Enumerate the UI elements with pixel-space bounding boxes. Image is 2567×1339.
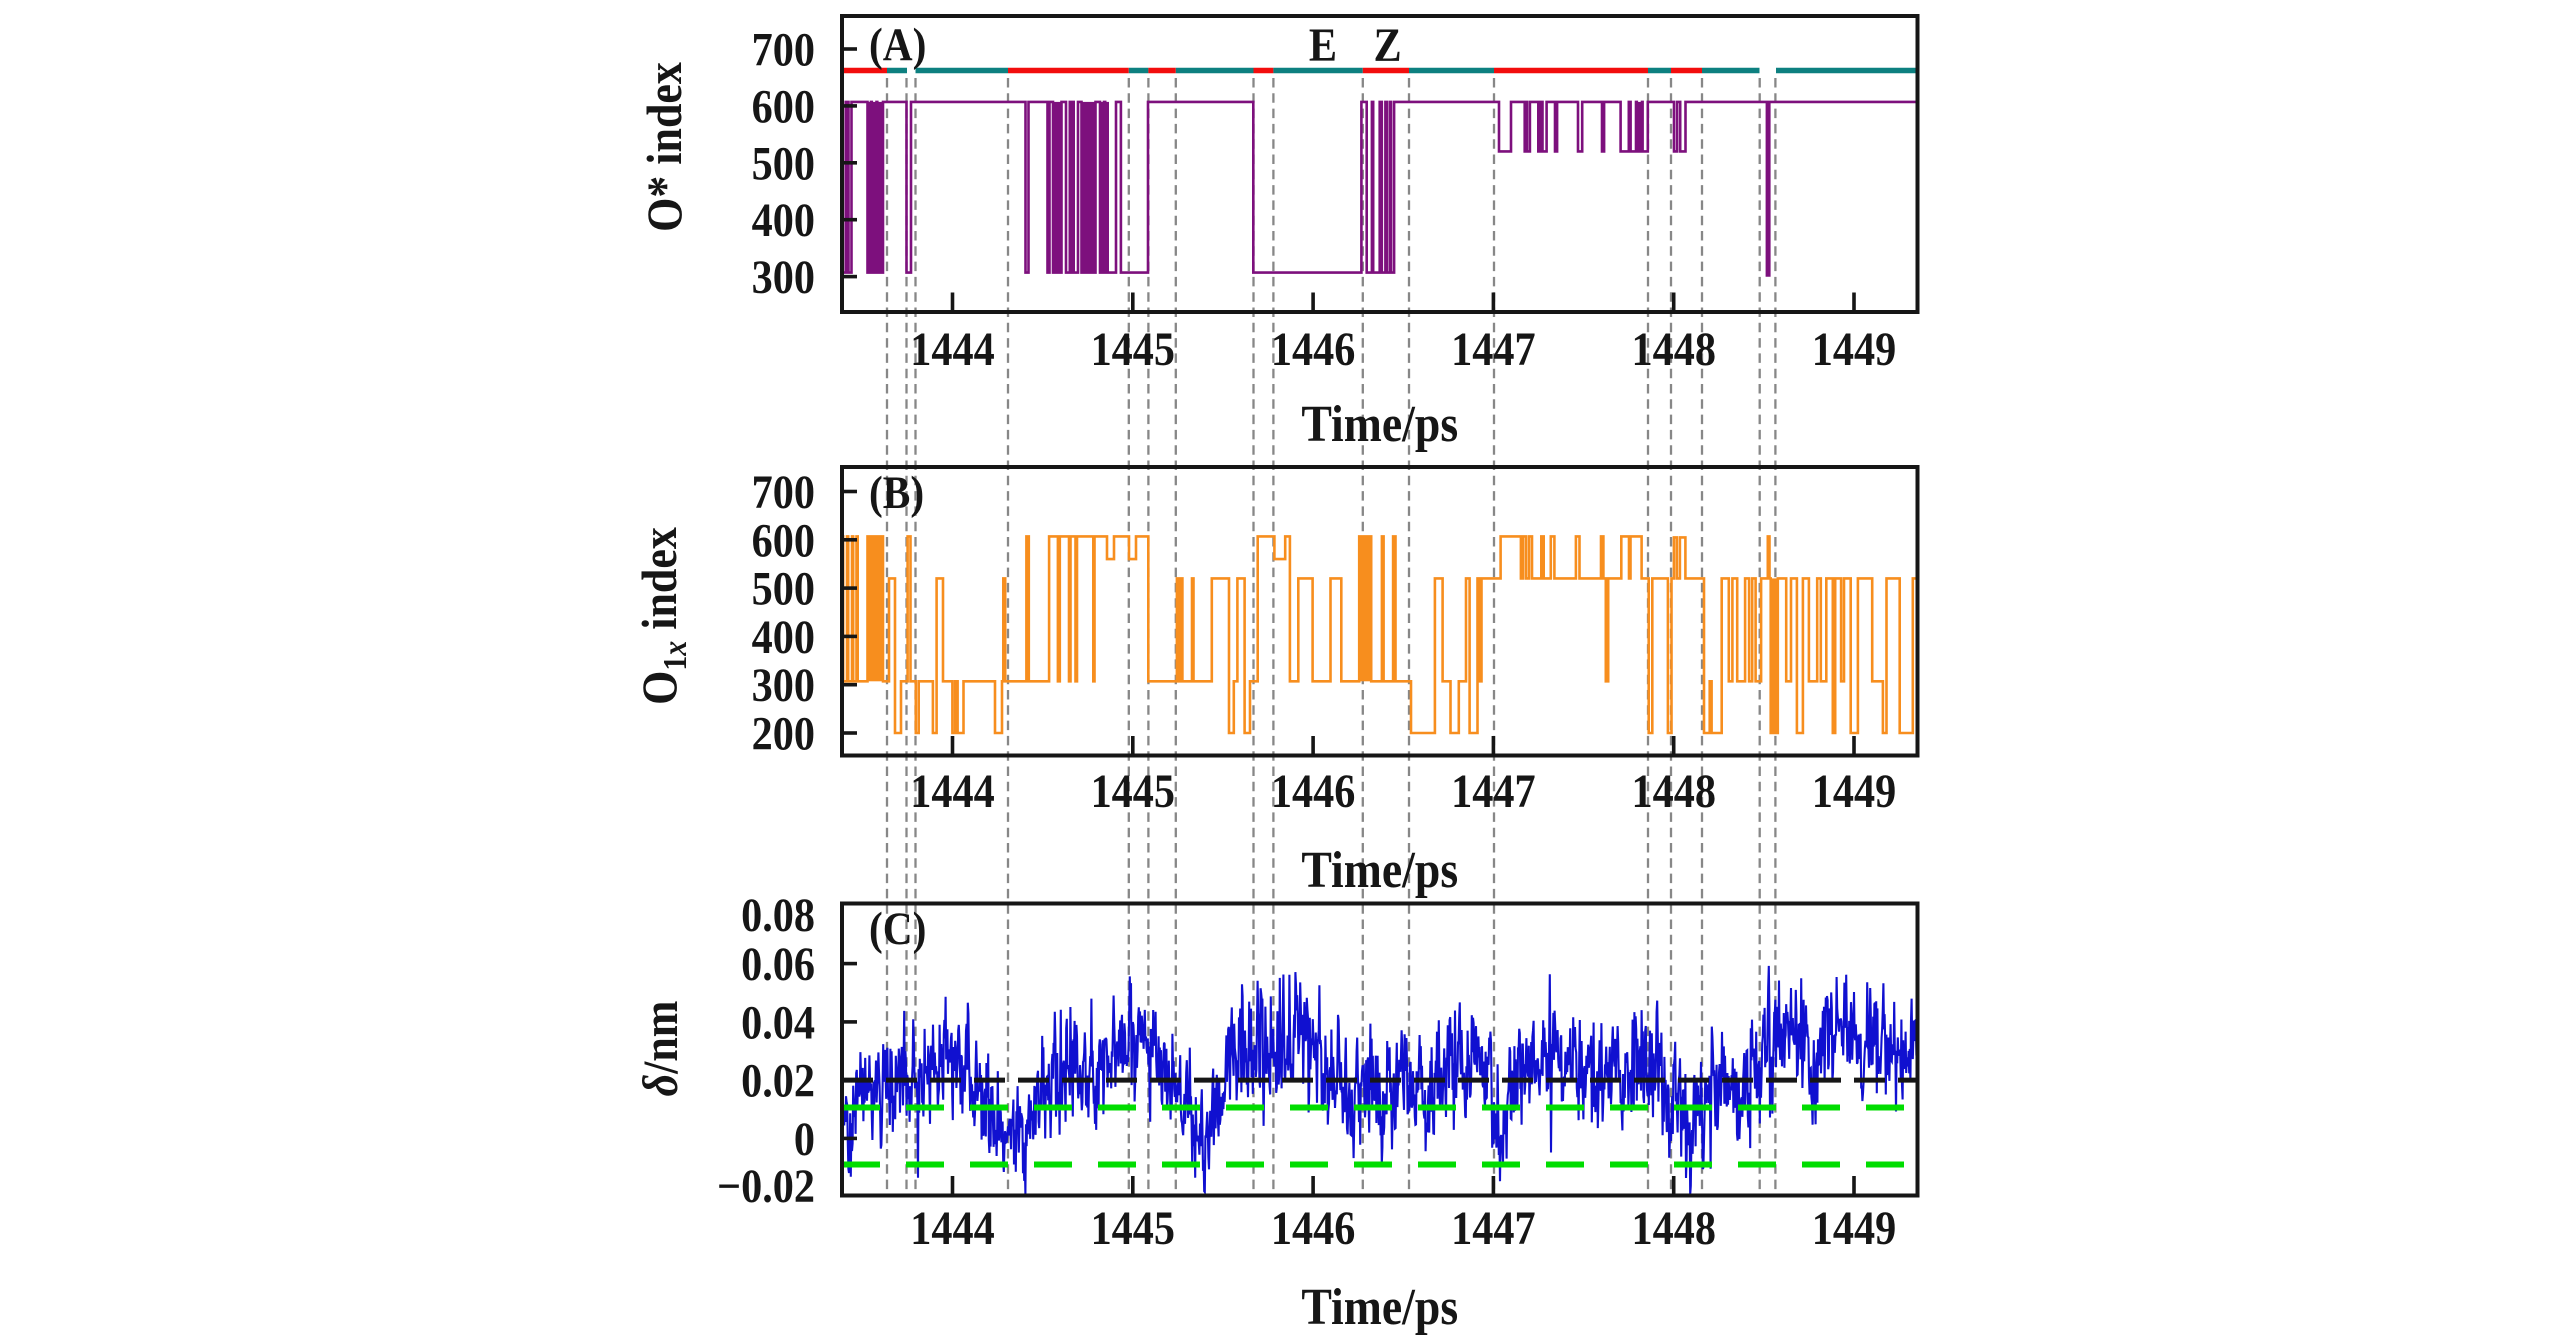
svg-text:(A): (A) bbox=[869, 19, 926, 71]
svg-text:1444: 1444 bbox=[910, 323, 994, 376]
svg-text:500: 500 bbox=[752, 562, 815, 615]
svg-text:O1x index: O1x index bbox=[632, 527, 693, 705]
svg-text:1447: 1447 bbox=[1451, 765, 1535, 818]
svg-text:1449: 1449 bbox=[1812, 323, 1896, 376]
svg-text:400: 400 bbox=[752, 610, 815, 663]
svg-text:1449: 1449 bbox=[1812, 1202, 1896, 1255]
svg-text:Time/ps: Time/ps bbox=[1301, 840, 1458, 898]
svg-text:1448: 1448 bbox=[1631, 765, 1715, 818]
svg-text:O* index: O* index bbox=[637, 62, 692, 232]
svg-text:300: 300 bbox=[752, 659, 815, 712]
svg-text:0.08: 0.08 bbox=[741, 889, 815, 942]
svg-text:(C): (C) bbox=[869, 903, 926, 955]
svg-text:400: 400 bbox=[752, 194, 815, 247]
svg-text:1447: 1447 bbox=[1451, 323, 1535, 376]
svg-text:1447: 1447 bbox=[1451, 1202, 1535, 1255]
svg-text:1445: 1445 bbox=[1091, 1202, 1175, 1255]
svg-text:1448: 1448 bbox=[1631, 1202, 1715, 1255]
svg-text:−0.02: −0.02 bbox=[717, 1160, 815, 1213]
svg-text:1449: 1449 bbox=[1812, 765, 1896, 818]
svg-text:δ/nm: δ/nm bbox=[633, 1001, 688, 1097]
svg-text:0.04: 0.04 bbox=[741, 996, 815, 1049]
svg-text:1446: 1446 bbox=[1271, 323, 1355, 376]
svg-text:300: 300 bbox=[752, 251, 815, 304]
svg-text:(B): (B) bbox=[869, 467, 924, 519]
svg-text:600: 600 bbox=[752, 80, 815, 133]
svg-text:1445: 1445 bbox=[1091, 323, 1175, 376]
svg-text:1445: 1445 bbox=[1091, 765, 1175, 818]
svg-text:1446: 1446 bbox=[1271, 765, 1355, 818]
svg-text:E: E bbox=[1309, 19, 1337, 72]
svg-text:600: 600 bbox=[752, 514, 815, 567]
svg-text:1444: 1444 bbox=[910, 765, 994, 818]
svg-text:1448: 1448 bbox=[1631, 323, 1715, 376]
svg-text:700: 700 bbox=[752, 466, 815, 519]
svg-text:1444: 1444 bbox=[910, 1202, 994, 1255]
svg-text:0: 0 bbox=[794, 1112, 815, 1165]
svg-text:Time/ps: Time/ps bbox=[1301, 1277, 1458, 1335]
svg-text:200: 200 bbox=[752, 707, 815, 760]
svg-text:Z: Z bbox=[1374, 19, 1402, 72]
svg-text:1446: 1446 bbox=[1271, 1202, 1355, 1255]
svg-text:0.06: 0.06 bbox=[741, 938, 815, 991]
svg-text:0.02: 0.02 bbox=[741, 1054, 815, 1107]
svg-text:700: 700 bbox=[752, 23, 815, 76]
svg-text:500: 500 bbox=[752, 137, 815, 190]
svg-text:Time/ps: Time/ps bbox=[1301, 394, 1458, 452]
